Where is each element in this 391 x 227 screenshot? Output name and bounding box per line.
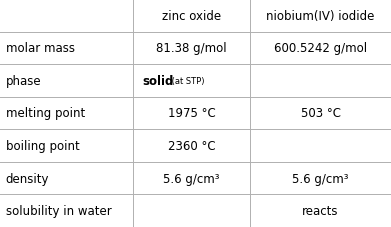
Text: solubility in water: solubility in water	[6, 204, 111, 217]
Text: 5.6 g/cm³: 5.6 g/cm³	[163, 172, 220, 185]
Text: 5.6 g/cm³: 5.6 g/cm³	[292, 172, 349, 185]
Text: 81.38 g/mol: 81.38 g/mol	[156, 42, 227, 55]
Text: niobium(IV) iodide: niobium(IV) iodide	[266, 10, 375, 23]
Text: density: density	[6, 172, 49, 185]
Text: (at STP): (at STP)	[169, 76, 205, 86]
Text: melting point: melting point	[6, 107, 85, 120]
Text: zinc oxide: zinc oxide	[162, 10, 221, 23]
Text: 1975 °C: 1975 °C	[168, 107, 215, 120]
Text: solid: solid	[143, 75, 174, 88]
Text: 2360 °C: 2360 °C	[168, 139, 215, 152]
Text: 600.5242 g/mol: 600.5242 g/mol	[274, 42, 367, 55]
Text: phase: phase	[6, 75, 41, 88]
Text: reacts: reacts	[302, 204, 339, 217]
Text: molar mass: molar mass	[6, 42, 75, 55]
Text: boiling point: boiling point	[6, 139, 80, 152]
Text: 503 °C: 503 °C	[301, 107, 341, 120]
